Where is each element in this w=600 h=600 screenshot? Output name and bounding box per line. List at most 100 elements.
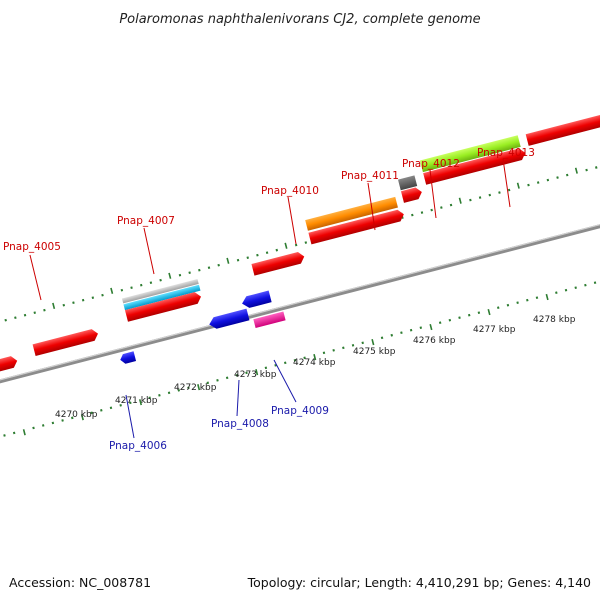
scale-label: 4274 kbp: [293, 358, 336, 368]
minor-tick: [593, 281, 597, 284]
minor-tick: [555, 291, 558, 295]
scale-label: 4273 kbp: [234, 370, 277, 380]
major-tick: [52, 302, 56, 309]
gene-pnap-4011-orange-bar: [305, 196, 398, 231]
gene-pnap-4013-lime-bar: [419, 135, 521, 173]
minor-tick: [342, 346, 345, 350]
minor-tick: [497, 306, 500, 310]
gene-pnap-4007-cyan-bar: [123, 284, 201, 311]
minor-tick: [32, 426, 35, 430]
minor-tick: [458, 316, 461, 320]
minor-tick: [101, 293, 104, 297]
gene-next-arrow: [525, 114, 600, 146]
minor-tick: [139, 283, 143, 287]
gene-pnap-4006-arrow: [120, 351, 137, 364]
minor-tick: [12, 431, 16, 435]
major-tick: [574, 167, 578, 174]
minor-tick: [556, 176, 559, 179]
minor-tick: [595, 166, 598, 169]
minor-tick: [225, 376, 229, 380]
minor-tick: [177, 389, 180, 392]
major-tick: [138, 399, 143, 406]
gene-pnap-4005b-arrow: [32, 329, 98, 356]
minor-tick: [284, 361, 287, 365]
minor-tick: [187, 386, 190, 390]
minor-tick: [198, 268, 201, 272]
gene-pnap-4010-arrow: [251, 251, 305, 276]
major-tick: [226, 257, 230, 264]
minor-tick: [469, 198, 472, 202]
minor-tick: [536, 181, 540, 184]
major-tick: [197, 384, 201, 391]
scale-label: 4272 kbp: [174, 383, 217, 393]
gene-pnap-4009-bar: [253, 311, 286, 329]
gene-label-pnap-4009: Pnap_4009: [271, 405, 329, 417]
map-title: Polaromonas naphthalenivorans CJ2, compl…: [119, 12, 480, 27]
gene-pnap-4013-arrow: [423, 148, 526, 185]
minor-tick: [585, 168, 588, 172]
major-tick: [168, 272, 172, 279]
minor-tick: [390, 333, 393, 337]
minor-tick: [217, 263, 220, 267]
minor-tick: [420, 211, 424, 214]
minor-tick: [304, 241, 308, 244]
gene-pnap-4007-grey-bar: [121, 279, 199, 304]
minor-tick: [90, 411, 93, 415]
minor-tick: [246, 256, 249, 259]
scale-label: 4270 kbp: [55, 410, 98, 420]
minor-tick: [419, 326, 423, 330]
gene-label-pnap-4011: Pnap_4011: [341, 170, 399, 182]
minor-tick: [303, 356, 306, 360]
reverse-tick-row: [3, 281, 597, 437]
minor-tick: [564, 288, 568, 292]
minor-tick: [409, 328, 413, 332]
minor-tick: [245, 371, 248, 375]
minor-tick: [467, 313, 471, 317]
minor-tick: [411, 213, 414, 217]
minor-tick: [498, 191, 501, 194]
major-tick: [545, 293, 549, 301]
minor-tick: [274, 363, 277, 367]
minor-tick: [41, 424, 45, 427]
minor-tick: [129, 401, 132, 405]
minor-tick: [526, 298, 529, 302]
minor-tick: [178, 273, 182, 277]
minor-tick: [216, 379, 219, 382]
minor-tick: [43, 308, 46, 312]
minor-tick: [33, 311, 36, 315]
minor-tick: [148, 396, 151, 400]
minor-tick: [574, 286, 577, 289]
accession-text: Accession: NC_008781: [9, 575, 151, 590]
minor-tick: [100, 409, 103, 412]
minor-tick: [206, 381, 210, 385]
gene-pnap-4008-arrow: [209, 308, 250, 329]
gene-pnap-4008b-arrow: [242, 290, 272, 308]
minor-tick: [159, 278, 162, 282]
minor-tick: [81, 298, 85, 302]
major-tick: [110, 287, 114, 294]
minor-tick: [400, 331, 403, 335]
minor-tick: [449, 203, 453, 207]
major-tick: [429, 323, 433, 331]
minor-tick: [565, 173, 569, 177]
major-tick: [516, 182, 520, 189]
scale-label: 4277 kbp: [473, 325, 516, 335]
gene-pnap-4011-arrow: [308, 209, 404, 245]
scale-label: 4278 kbp: [533, 315, 576, 325]
gene-labels: Pnap_4005 Pnap_4007 Pnap_4010 Pnap_4011 …: [3, 147, 535, 452]
major-tick: [80, 414, 84, 421]
minor-tick: [506, 303, 510, 307]
minor-tick: [478, 196, 482, 199]
minor-tick: [535, 296, 539, 300]
major-tick: [284, 242, 288, 249]
minor-tick: [235, 373, 239, 377]
genome-backbone: [0, 201, 600, 406]
scale-label: 4275 kbp: [353, 347, 396, 357]
minor-tick: [516, 301, 519, 305]
minor-tick: [188, 271, 191, 274]
major-tick: [458, 197, 462, 204]
minor-tick: [149, 281, 153, 284]
minor-tick: [507, 188, 511, 192]
minor-tick: [236, 258, 240, 262]
